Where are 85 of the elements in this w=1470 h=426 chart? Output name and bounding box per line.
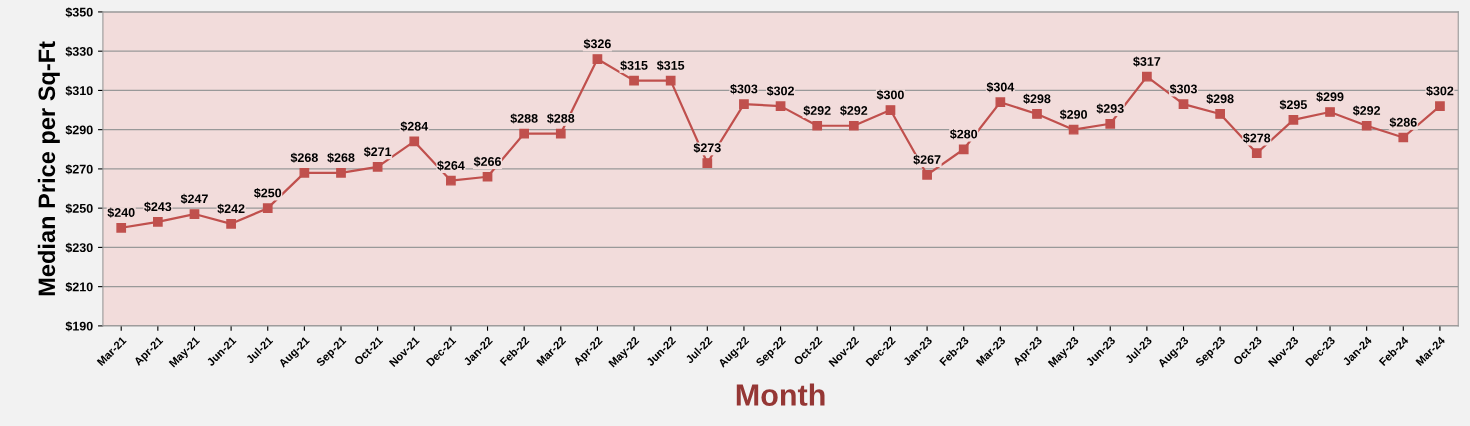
data-label: $302 — [1426, 85, 1454, 97]
point — [885, 105, 896, 115]
point — [1325, 107, 1335, 117]
data-label: $264 — [437, 160, 465, 171]
data-label: $290 — [1059, 109, 1088, 120]
point — [1288, 114, 1299, 125]
data-label: $267 — [913, 154, 941, 165]
point — [336, 167, 346, 178]
point — [482, 171, 493, 182]
y-tick-label: $230 — [65, 242, 93, 253]
data-label: $280 — [949, 129, 978, 140]
data-label: $243 — [144, 201, 172, 212]
point — [1361, 120, 1372, 131]
point — [922, 169, 932, 180]
data-label: $299 — [1316, 91, 1344, 102]
data-label: $303 — [730, 83, 758, 95]
data-label: $278 — [1243, 133, 1271, 144]
data-label: $268 — [290, 152, 318, 163]
point — [226, 218, 236, 229]
point — [775, 101, 786, 111]
point — [629, 75, 639, 86]
point — [1215, 109, 1226, 119]
y-tick-label: $250 — [65, 203, 93, 214]
point — [1105, 118, 1116, 129]
point — [1142, 71, 1152, 82]
point — [1251, 148, 1262, 159]
data-label: $284 — [400, 121, 429, 132]
data-label: $315 — [656, 60, 685, 71]
point — [1435, 101, 1445, 111]
point — [739, 99, 749, 110]
point — [702, 158, 713, 168]
point — [189, 209, 200, 219]
y-tick-label: $290 — [65, 124, 93, 136]
data-label: $271 — [363, 146, 392, 157]
y-axis-title: Median Price per Sq-Ft — [37, 41, 60, 296]
point — [555, 128, 566, 139]
point — [409, 136, 420, 147]
data-label: $242 — [217, 203, 245, 214]
data-label: $288 — [510, 113, 538, 124]
x-axis-title: Month — [736, 383, 825, 406]
point — [372, 162, 383, 172]
data-label: $326 — [583, 38, 611, 50]
data-label: $298 — [1206, 93, 1234, 104]
point — [519, 128, 530, 139]
point — [262, 203, 273, 214]
y-tick-label: $210 — [65, 281, 93, 293]
data-label: $315 — [620, 60, 648, 71]
point — [1178, 99, 1189, 110]
y-tick-label: $270 — [65, 164, 93, 175]
data-label: $250 — [254, 187, 282, 199]
point — [592, 54, 603, 64]
y-tick-label: $310 — [65, 85, 93, 96]
data-label: $304 — [986, 81, 1015, 93]
data-label: $286 — [1389, 117, 1417, 128]
data-label: $303 — [1169, 83, 1197, 95]
y-tick-label: $190 — [65, 321, 93, 332]
y-tick-label: $350 — [65, 7, 93, 18]
y-tick-label: $330 — [65, 46, 93, 57]
point — [152, 217, 163, 227]
data-label: $292 — [1352, 105, 1381, 116]
point — [665, 75, 676, 86]
data-label: $288 — [547, 113, 575, 124]
point — [1032, 109, 1042, 119]
data-label: $268 — [327, 152, 355, 163]
point — [1398, 132, 1409, 143]
point — [446, 175, 456, 186]
point — [958, 144, 969, 155]
data-label: $247 — [180, 193, 208, 205]
point — [1068, 124, 1079, 135]
data-label: $240 — [107, 207, 135, 218]
data-label: $295 — [1279, 99, 1307, 110]
data-label: $292 — [840, 105, 868, 116]
data-label: $292 — [803, 105, 831, 116]
data-label: $302 — [766, 85, 794, 97]
point — [812, 120, 823, 131]
data-label: $293 — [1096, 103, 1124, 114]
point — [995, 97, 1006, 108]
point — [116, 222, 127, 233]
data-label: $266 — [473, 156, 501, 167]
data-label: $317 — [1133, 56, 1161, 67]
point — [299, 167, 310, 178]
data-label: $273 — [693, 142, 721, 154]
point — [848, 120, 859, 131]
data-label: $298 — [1023, 93, 1051, 104]
data-label: $300 — [876, 89, 904, 101]
